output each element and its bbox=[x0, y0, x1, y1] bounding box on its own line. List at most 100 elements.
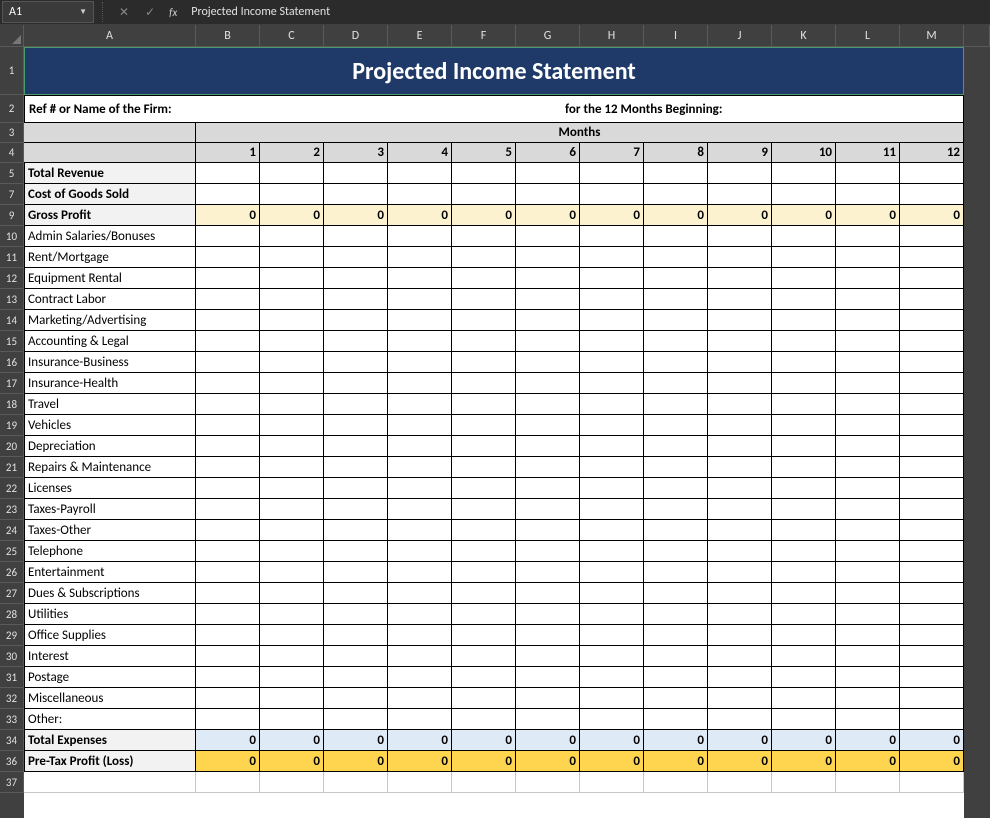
row-header[interactable]: 23 bbox=[0, 499, 24, 520]
data-cell[interactable] bbox=[452, 247, 516, 268]
row-header[interactable]: 31 bbox=[0, 667, 24, 688]
data-cell[interactable] bbox=[836, 436, 900, 457]
data-cell[interactable] bbox=[388, 667, 452, 688]
data-cell[interactable] bbox=[836, 520, 900, 541]
data-cell[interactable] bbox=[196, 667, 260, 688]
data-cell[interactable] bbox=[324, 331, 388, 352]
data-cell[interactable]: 0 bbox=[196, 205, 260, 226]
data-cell[interactable] bbox=[772, 289, 836, 310]
data-cell[interactable] bbox=[772, 520, 836, 541]
data-cell[interactable]: 0 bbox=[772, 205, 836, 226]
data-cell[interactable] bbox=[516, 394, 580, 415]
data-cell[interactable] bbox=[260, 667, 324, 688]
data-cell[interactable] bbox=[708, 331, 772, 352]
select-all-corner[interactable] bbox=[0, 25, 24, 47]
month-number[interactable]: 11 bbox=[836, 143, 900, 163]
data-cell[interactable] bbox=[452, 184, 516, 205]
data-cell[interactable] bbox=[324, 373, 388, 394]
row-label[interactable]: Depreciation bbox=[24, 436, 196, 457]
data-cell[interactable] bbox=[580, 709, 644, 730]
row-header[interactable]: 27 bbox=[0, 583, 24, 604]
data-cell[interactable] bbox=[644, 331, 708, 352]
row-header[interactable]: 25 bbox=[0, 541, 24, 562]
data-cell[interactable] bbox=[516, 163, 580, 184]
row-header[interactable]: 30 bbox=[0, 646, 24, 667]
data-cell[interactable] bbox=[836, 226, 900, 247]
row-header[interactable]: 1 bbox=[0, 47, 24, 95]
month-number[interactable]: 8 bbox=[644, 143, 708, 163]
data-cell[interactable] bbox=[516, 709, 580, 730]
data-cell[interactable] bbox=[388, 457, 452, 478]
data-cell[interactable] bbox=[388, 604, 452, 625]
data-cell[interactable] bbox=[836, 268, 900, 289]
row-label[interactable]: Pre-Tax Profit (Loss) bbox=[24, 751, 196, 772]
data-cell[interactable] bbox=[708, 457, 772, 478]
data-cell[interactable] bbox=[388, 394, 452, 415]
data-cell[interactable] bbox=[452, 772, 516, 793]
data-cell[interactable] bbox=[772, 352, 836, 373]
data-cell[interactable] bbox=[516, 772, 580, 793]
data-cell[interactable] bbox=[644, 184, 708, 205]
row-label[interactable]: Dues & Subscriptions bbox=[24, 583, 196, 604]
data-cell[interactable] bbox=[196, 289, 260, 310]
data-cell[interactable] bbox=[196, 415, 260, 436]
data-cell[interactable] bbox=[836, 625, 900, 646]
data-cell[interactable] bbox=[580, 163, 644, 184]
data-cell[interactable] bbox=[388, 184, 452, 205]
data-cell[interactable] bbox=[644, 352, 708, 373]
row-header[interactable]: 33 bbox=[0, 709, 24, 730]
data-cell[interactable] bbox=[516, 436, 580, 457]
data-cell[interactable] bbox=[196, 310, 260, 331]
data-cell[interactable] bbox=[708, 499, 772, 520]
data-cell[interactable] bbox=[708, 163, 772, 184]
data-cell[interactable] bbox=[580, 625, 644, 646]
row-header[interactable]: 24 bbox=[0, 520, 24, 541]
data-cell[interactable] bbox=[324, 415, 388, 436]
row-label[interactable]: Repairs & Maintenance bbox=[24, 457, 196, 478]
column-header[interactable]: J bbox=[708, 25, 772, 47]
data-cell[interactable] bbox=[580, 415, 644, 436]
data-cell[interactable] bbox=[260, 541, 324, 562]
data-cell[interactable] bbox=[900, 541, 964, 562]
data-cell[interactable] bbox=[580, 646, 644, 667]
data-cell[interactable] bbox=[900, 373, 964, 394]
data-cell[interactable] bbox=[388, 688, 452, 709]
row-label[interactable]: Taxes-Payroll bbox=[24, 499, 196, 520]
formula-value[interactable]: Projected Income Statement bbox=[191, 5, 330, 19]
data-cell[interactable] bbox=[772, 310, 836, 331]
data-cell[interactable] bbox=[516, 331, 580, 352]
row-header[interactable]: 22 bbox=[0, 478, 24, 499]
row-label[interactable]: Interest bbox=[24, 646, 196, 667]
data-cell[interactable] bbox=[196, 352, 260, 373]
data-cell[interactable] bbox=[260, 583, 324, 604]
data-cell[interactable] bbox=[644, 310, 708, 331]
check-icon[interactable]: ✓ bbox=[145, 5, 155, 20]
data-cell[interactable] bbox=[196, 226, 260, 247]
data-cell[interactable] bbox=[452, 688, 516, 709]
data-cell[interactable] bbox=[836, 415, 900, 436]
data-cell[interactable] bbox=[516, 373, 580, 394]
data-cell[interactable] bbox=[388, 520, 452, 541]
data-cell[interactable] bbox=[196, 772, 260, 793]
data-cell[interactable] bbox=[452, 226, 516, 247]
data-cell[interactable] bbox=[260, 331, 324, 352]
data-cell[interactable] bbox=[260, 772, 324, 793]
data-cell[interactable] bbox=[644, 709, 708, 730]
data-cell[interactable] bbox=[644, 499, 708, 520]
data-cell[interactable] bbox=[644, 415, 708, 436]
data-cell[interactable] bbox=[452, 163, 516, 184]
data-cell[interactable] bbox=[580, 667, 644, 688]
data-cell[interactable] bbox=[644, 457, 708, 478]
data-cell[interactable] bbox=[388, 583, 452, 604]
data-cell[interactable]: 0 bbox=[452, 751, 516, 772]
row-label[interactable]: Accounting & Legal bbox=[24, 331, 196, 352]
row-header[interactable]: 12 bbox=[0, 268, 24, 289]
data-cell[interactable] bbox=[260, 436, 324, 457]
data-cell[interactable]: 0 bbox=[324, 730, 388, 751]
data-cell[interactable] bbox=[580, 562, 644, 583]
data-cell[interactable] bbox=[324, 184, 388, 205]
data-cell[interactable] bbox=[900, 331, 964, 352]
data-cell[interactable] bbox=[196, 268, 260, 289]
data-cell[interactable] bbox=[708, 709, 772, 730]
data-cell[interactable] bbox=[644, 436, 708, 457]
